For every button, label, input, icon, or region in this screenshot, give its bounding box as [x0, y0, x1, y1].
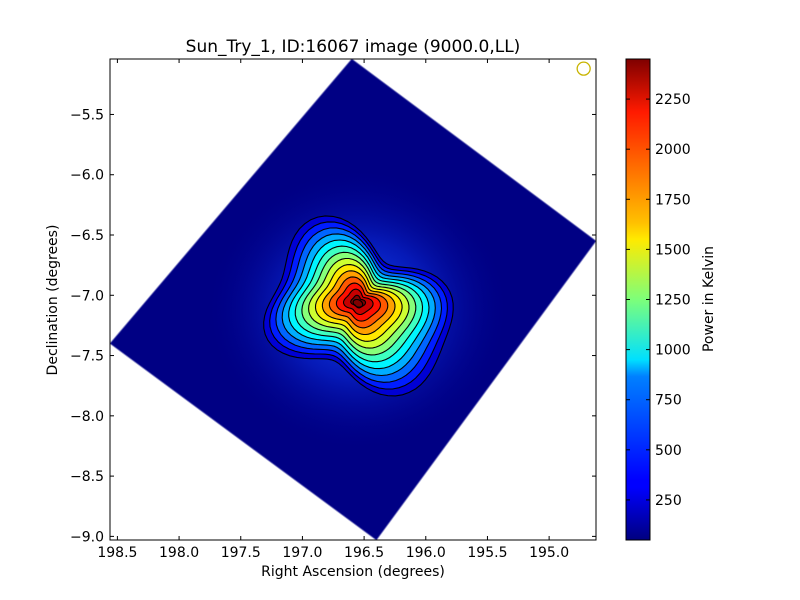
- x-tick-label: 198.5: [97, 545, 137, 561]
- y-tick-label: −9.0: [70, 529, 104, 545]
- contour-line: [328, 276, 389, 329]
- y-tick-label: −7.5: [70, 349, 104, 365]
- colorbar-tick-label: 1500: [655, 242, 691, 258]
- colorbar-tick-label: 2250: [655, 92, 691, 108]
- colorbar-tick-label: 750: [655, 393, 682, 409]
- y-tick-label: −6.0: [70, 168, 104, 184]
- x-tick-label: 197.5: [221, 545, 261, 561]
- colorbar-tick-label: 1000: [655, 343, 691, 359]
- contour-line: [342, 288, 374, 316]
- contour-line: [321, 270, 396, 336]
- x-tick-label: 196.0: [406, 545, 446, 561]
- y-tick-label: −5.5: [70, 107, 104, 123]
- colorbar-tick-label: 2000: [655, 142, 691, 158]
- colorbar-tick-label: 1250: [655, 293, 691, 309]
- y-tick-label: −8.0: [70, 409, 104, 425]
- contour-line: [281, 233, 436, 377]
- colorbar-tick-label: 250: [655, 493, 682, 509]
- contour-line: [263, 215, 454, 397]
- y-tick-label: −8.5: [70, 469, 104, 485]
- contour-line: [275, 227, 443, 383]
- contour-line: [269, 221, 448, 390]
- contour-line: [308, 257, 410, 349]
- contour-layer: [263, 215, 454, 397]
- contour-line: [335, 282, 382, 322]
- chart-title: Sun_Try_1, ID:16067 image (9000.0,LL): [186, 37, 521, 57]
- contour-line: [294, 245, 424, 363]
- x-tick-label: 196.5: [344, 545, 384, 561]
- contour-line: [288, 239, 430, 370]
- beam-marker: [576, 61, 591, 76]
- colorbar-label: Power in Kelvin: [701, 246, 717, 352]
- plot-frame: [109, 58, 597, 541]
- contour-line: [301, 251, 417, 356]
- x-tick-label: 197.0: [282, 545, 322, 561]
- y-tick-label: −7.0: [70, 288, 104, 304]
- contour-line: [314, 264, 403, 342]
- y-axis-label: Declination (degrees): [45, 225, 61, 376]
- colorbar-ticks: 250 500 750 1000 1250 1500 1750 2000 2250: [626, 92, 691, 509]
- colorbar-tick-label: 1750: [655, 192, 691, 208]
- beam-layer: [576, 61, 591, 76]
- x-axis: 198.5 198.0 197.5 197.0 196.5 196.0 195.5 195.0: [97, 59, 569, 561]
- x-axis-label: Right Ascension (degrees): [261, 564, 445, 580]
- y-axis: −5.5 −6.0 −6.5 −7.0 −7.5 −8.0 −8.5 −9.0: [70, 107, 596, 545]
- x-tick-label: 195.0: [529, 545, 569, 561]
- x-tick-label: 195.5: [467, 545, 507, 561]
- contour-peak: [352, 298, 364, 308]
- y-tick-label: −6.5: [70, 228, 104, 244]
- colorbar-tick-label: 500: [655, 443, 682, 459]
- x-tick-label: 198.0: [159, 545, 199, 561]
